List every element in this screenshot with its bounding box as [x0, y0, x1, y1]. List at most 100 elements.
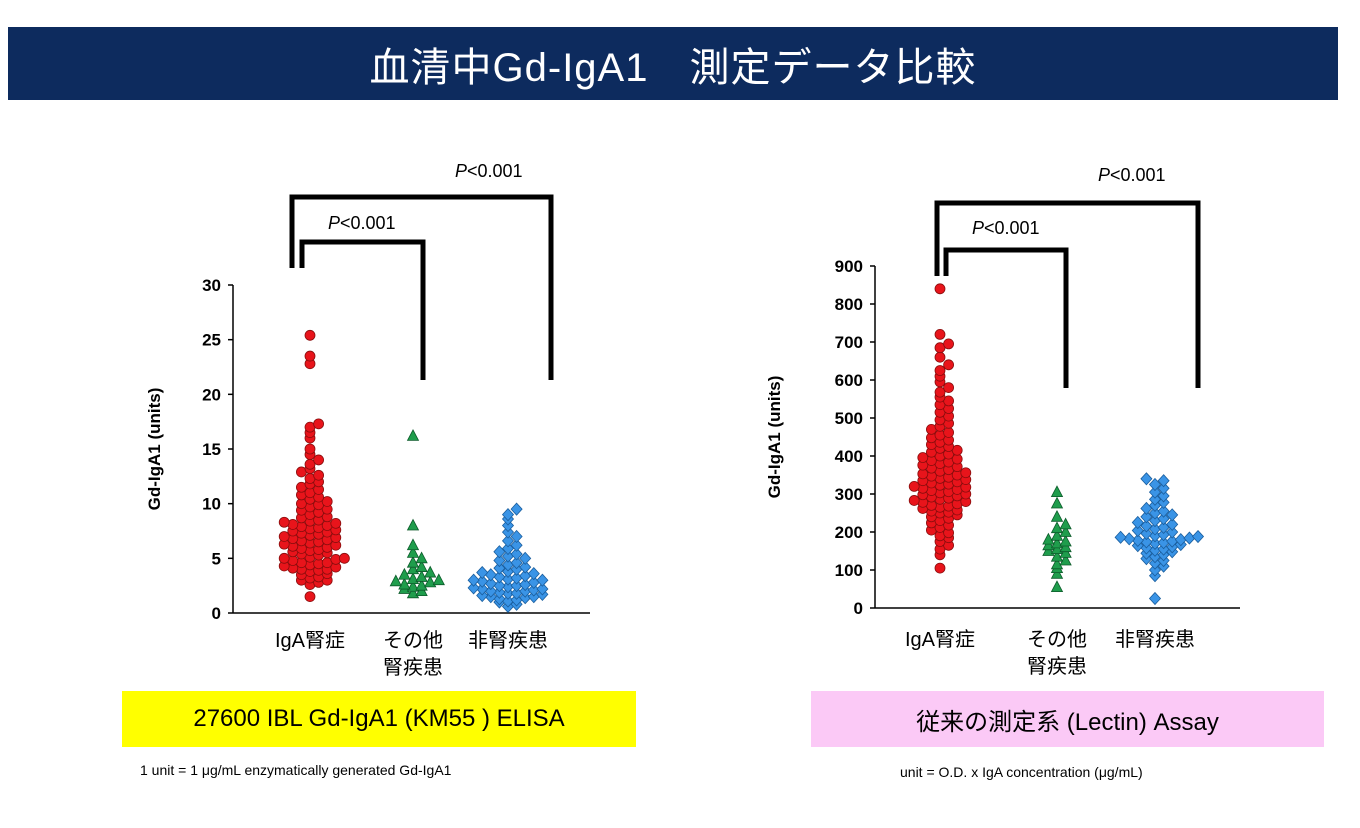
x-category-label: IgA腎症 [905, 628, 975, 651]
data-point [1050, 557, 1064, 570]
data-point [304, 591, 316, 602]
data-point [1157, 504, 1170, 518]
x-category-label: その他腎疾患 [383, 629, 443, 679]
data-point [1166, 508, 1179, 522]
data-point [934, 365, 946, 376]
data-point [510, 502, 523, 516]
data-point [1050, 566, 1064, 579]
data-point [510, 547, 523, 561]
data-point [484, 568, 497, 582]
data-point [943, 427, 955, 438]
significance-bracket [289, 194, 554, 380]
data-point [313, 418, 325, 430]
data-point [1148, 485, 1162, 499]
y-tick-label: 200 [835, 523, 863, 542]
data-point [304, 443, 316, 455]
data-point [1042, 544, 1055, 556]
data-point [1050, 549, 1064, 562]
significance-bracket [934, 200, 1201, 388]
data-point [493, 553, 506, 568]
data-point [1157, 474, 1170, 488]
elisa-assay-label-text: 27600 IBL Gd-IgA1 (KM55 ) ELISA [193, 705, 565, 732]
lectin-dot-plot: 0 100 200 300 400 500 600 700 800 900 Gd-IgA1 (uni… [765, 165, 1240, 678]
data-point [1166, 525, 1179, 539]
data-point [476, 565, 489, 580]
data-point [1050, 521, 1064, 534]
y-axis-label: Gd-IgA1 (units) [765, 376, 784, 499]
data-point [278, 552, 290, 564]
data-point [501, 541, 515, 556]
page-title-bar: 血清中Gd-IgA1 測定データ比較 [8, 27, 1338, 100]
data-point [493, 561, 506, 575]
lectin-assay-label-text: 従来の測定系 (Lectin) Assay [916, 708, 1219, 736]
data-point [1050, 542, 1064, 554]
data-point [1050, 496, 1064, 509]
data-point [1059, 546, 1072, 558]
y-tick-label: 700 [835, 333, 863, 352]
data-point [406, 586, 420, 599]
data-point [313, 454, 325, 466]
lectin-assay-label: 従来の測定系 (Lectin) Assay [811, 691, 1324, 747]
x-category-label: IgA腎症 [275, 629, 345, 652]
x-category-label: 非腎疾患 [468, 629, 548, 652]
data-point [313, 469, 325, 481]
x-category-label: その他腎疾患 [1027, 628, 1087, 678]
data-point [304, 329, 316, 341]
data-point [278, 516, 290, 528]
data-point [1157, 512, 1170, 526]
page-title: 血清中Gd-IgA1 測定データ比較 [369, 45, 977, 90]
y-tick-label: 900 [835, 257, 863, 276]
data-point [389, 574, 402, 587]
data-point [934, 351, 946, 363]
y-tick-label: 500 [835, 409, 863, 428]
data-point [1148, 563, 1162, 577]
data-point [943, 359, 955, 371]
data-point [338, 552, 350, 564]
y-tick-label: 15 [202, 440, 221, 459]
significance-label: P<0.001 [1098, 165, 1166, 185]
data-point [1042, 538, 1055, 551]
data-point [1059, 534, 1072, 547]
data-point [1131, 515, 1144, 530]
elisa-unit-note: 1 unit = 1 μg/mL enzymatically generated… [140, 762, 451, 778]
data-point [519, 551, 532, 565]
data-point [1148, 591, 1162, 606]
data-point [1140, 510, 1153, 524]
data-point [330, 517, 342, 529]
data-point [501, 508, 515, 522]
data-point [1042, 532, 1055, 545]
data-point [1166, 517, 1179, 531]
data-point [1059, 525, 1072, 537]
significance-label: P<0.001 [972, 218, 1040, 238]
data-point [943, 338, 955, 350]
data-point [406, 562, 420, 575]
data-point [415, 570, 428, 582]
data-point [917, 452, 929, 463]
data-point [1191, 529, 1205, 544]
data-point [406, 518, 420, 531]
elisa-dot-plot: 0 5 10 15 20 25 30 Gd-IgA1 (units) IgA腎症 その他腎疾患 非腎… [145, 161, 590, 679]
significance-bracket [943, 247, 1069, 388]
data-point [510, 538, 523, 552]
y-tick-label: 100 [835, 561, 863, 580]
data-point [406, 555, 420, 568]
data-point [415, 578, 428, 591]
data-point [510, 529, 523, 544]
data-point [1140, 472, 1153, 486]
data-point [1157, 481, 1170, 495]
significance-bracket [299, 239, 426, 380]
data-point [1123, 532, 1136, 546]
data-point [415, 560, 428, 572]
y-tick-label: 0 [212, 604, 221, 623]
data-point [1050, 528, 1064, 541]
data-point [934, 562, 946, 574]
data-point [406, 429, 420, 441]
y-tick-label: 400 [835, 447, 863, 466]
data-point [536, 573, 549, 587]
data-point [467, 581, 480, 595]
data-point [406, 538, 420, 551]
data-point [934, 283, 946, 295]
data-point [943, 382, 955, 394]
data-point [1050, 509, 1064, 522]
data-point [1183, 531, 1196, 545]
